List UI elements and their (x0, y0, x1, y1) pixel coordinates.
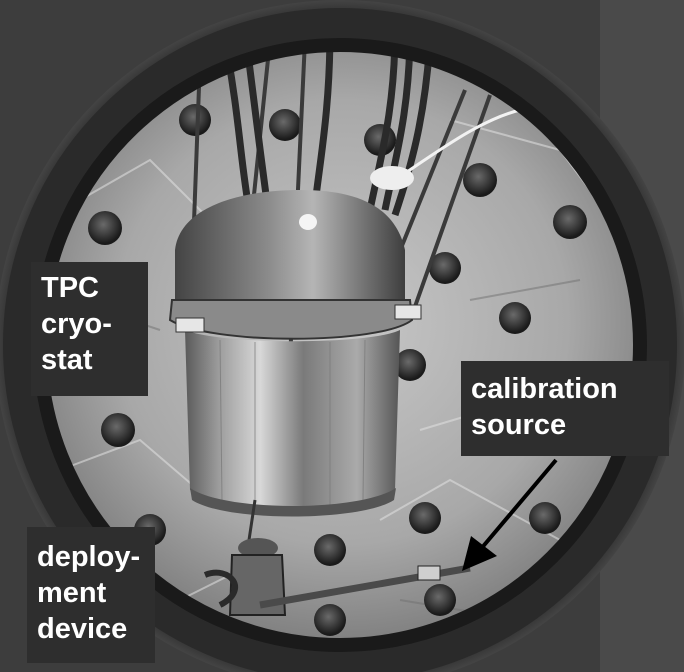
calibration-label-line-1: calibration (471, 373, 618, 405)
deployment-label-line-3: device (37, 613, 128, 645)
deployment-device-label: deploy- ment device (27, 527, 155, 663)
tpc-cryostat-label: TPC cryo- stat (31, 262, 148, 396)
tpc-label-line-2: cryo- (41, 308, 112, 340)
deployment-label-line-1: deploy- (37, 541, 141, 573)
calibration-arrow (462, 458, 558, 571)
deployment-label-line-2: ment (37, 577, 107, 609)
tpc-label-line-1: TPC (41, 272, 99, 304)
calibration-source-label: calibration source (461, 361, 669, 456)
tpc-label-line-3: stat (41, 344, 93, 376)
calibration-label-line-2: source (471, 409, 567, 441)
